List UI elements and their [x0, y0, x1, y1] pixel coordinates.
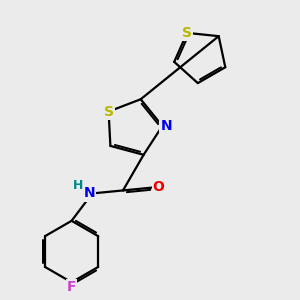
Text: N: N	[160, 119, 172, 133]
Text: S: S	[103, 105, 114, 118]
Text: S: S	[182, 26, 192, 40]
Text: O: O	[153, 180, 164, 194]
Text: F: F	[67, 280, 76, 294]
Text: N: N	[83, 186, 95, 200]
Text: H: H	[73, 179, 83, 192]
